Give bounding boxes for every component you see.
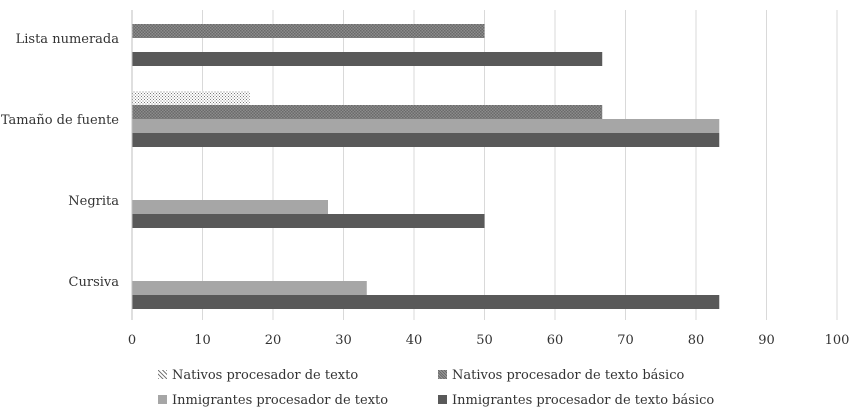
bar <box>132 281 367 295</box>
bar <box>132 91 250 105</box>
legend-swatch <box>158 370 167 379</box>
x-tick-label: 10 <box>194 333 211 348</box>
legend-swatch <box>158 395 167 404</box>
bar <box>132 24 485 38</box>
category-label: Tamaño de fuente <box>1 113 119 128</box>
bar <box>132 105 603 119</box>
x-tick-label: 50 <box>476 333 493 348</box>
x-tick-label: 20 <box>265 333 282 348</box>
legend-swatch <box>438 370 447 379</box>
x-tick-label: 40 <box>406 333 423 348</box>
legend-item-nativos-procesador-basico: Nativos procesador de texto básico <box>438 368 684 383</box>
bars <box>132 24 720 309</box>
bar <box>132 200 328 214</box>
x-tick-label: 70 <box>617 333 634 348</box>
x-tick-label: 90 <box>758 333 775 348</box>
x-tick-label: 60 <box>547 333 564 348</box>
x-tick-label: 30 <box>335 333 352 348</box>
bar <box>132 133 720 147</box>
legend-label: Inmigrantes procesador de texto básico <box>452 393 715 408</box>
bar <box>132 52 603 66</box>
legend-swatch <box>438 395 447 404</box>
bar <box>132 295 720 309</box>
x-tick-label: 0 <box>128 333 136 348</box>
category-label: Negrita <box>68 194 119 209</box>
legend-label: Nativos procesador de texto <box>172 368 359 383</box>
category-label: Lista numerada <box>16 32 120 47</box>
bar <box>132 214 485 228</box>
legend-label: Nativos procesador de texto básico <box>452 368 685 383</box>
x-tick-label: 100 <box>825 333 850 348</box>
legend-item-inmigrantes-procesador-basico: Inmigrantes procesador de texto básico <box>438 393 714 408</box>
axes: 0 10 20 30 40 50 60 70 80 90 100 Lista numerada Tama… <box>1 10 850 348</box>
legend-item-nativos-procesador: Nativos procesador de texto <box>158 368 358 383</box>
x-tick-label: 80 <box>688 333 705 348</box>
bar <box>132 119 720 133</box>
legend-item-inmigrantes-procesador: Inmigrantes procesador de texto <box>158 393 388 408</box>
legend-label: Inmigrantes procesador de texto <box>172 393 389 408</box>
category-label: Cursiva <box>69 275 120 290</box>
